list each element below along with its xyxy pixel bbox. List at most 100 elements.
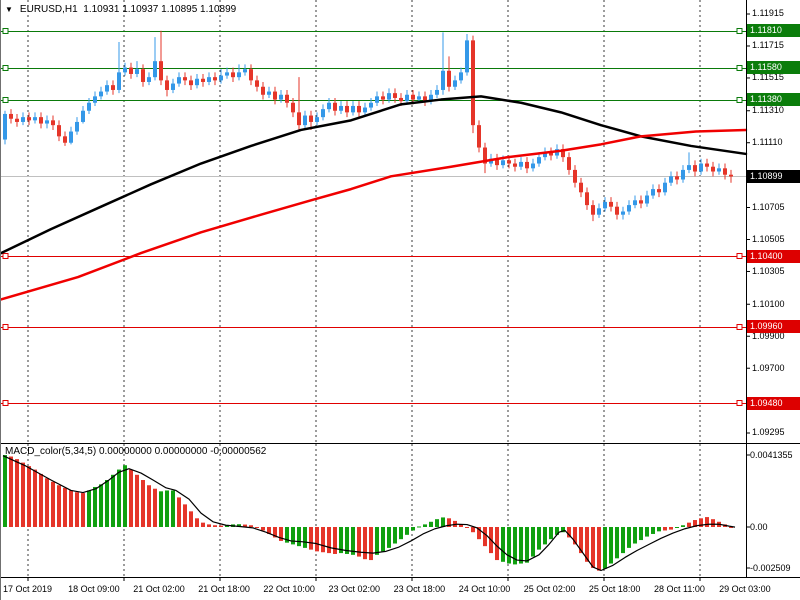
macd-bar: [609, 527, 613, 564]
candle-body: [351, 105, 355, 113]
candle-body: [411, 94, 415, 100]
macd-bar: [399, 527, 403, 540]
macd-bar: [105, 480, 109, 527]
time-axis-label: 23 Oct 18:00: [393, 584, 446, 594]
resistance-line-2-handle[interactable]: [736, 97, 743, 103]
candle-body: [585, 192, 589, 206]
candle-body: [267, 91, 271, 95]
macd-bar: [441, 517, 445, 527]
support-line-1-handle[interactable]: [736, 324, 743, 330]
candle-body: [105, 85, 109, 92]
macd-bar: [429, 521, 433, 527]
symbol-name: EURUSD,H1: [19, 4, 78, 15]
price-tick-label: 1.10705: [752, 202, 785, 212]
candle-body: [375, 96, 379, 103]
symbol-dropdown-icon[interactable]: ▼: [5, 5, 13, 14]
resistance-line-1-handle[interactable]: [2, 65, 9, 71]
candle-body: [549, 152, 553, 156]
time-axis[interactable]: [1, 578, 800, 600]
candle-body: [75, 121, 79, 132]
macd-bar: [51, 481, 55, 527]
macd-bar: [207, 524, 211, 527]
macd-bar: [219, 525, 223, 527]
resistance-line-2-handle[interactable]: [2, 97, 9, 103]
candle-body: [111, 85, 115, 90]
candle-body: [3, 113, 7, 140]
macd-bar: [573, 527, 577, 545]
candle-body: [579, 182, 583, 193]
macd-bar: [129, 469, 133, 527]
price-tick-label: 1.10305: [752, 265, 785, 276]
candle-body: [69, 131, 73, 143]
candle-body: [723, 168, 727, 175]
macd-bar: [321, 527, 325, 553]
support-price-tag: 1.09480: [747, 396, 800, 410]
macd-bar: [189, 511, 193, 527]
macd-bar: [405, 527, 409, 535]
resistance-line-0-handle[interactable]: [736, 28, 743, 34]
candle-body: [705, 163, 709, 167]
support-line-2-handle[interactable]: [2, 400, 9, 406]
symbol-ohlc-bar: ▼ EURUSD,H1 1.10931 1.10937 1.10895 1.108…: [5, 4, 236, 16]
ma-slow-line: [1, 95, 748, 255]
macd-bar: [501, 527, 505, 562]
candle-body: [699, 163, 703, 172]
macd-indicator-label: MACD_color(5,34,5) 0.00000000 0.00000000…: [5, 446, 266, 457]
macd-bar: [729, 527, 733, 528]
macd-bar: [705, 517, 709, 527]
macd-bar: [627, 527, 631, 548]
macd-bar: [225, 524, 229, 527]
macd-bar: [495, 527, 499, 561]
macd-bar: [147, 485, 151, 527]
macd-bar: [183, 504, 187, 527]
macd-bar: [345, 527, 349, 554]
candle-body: [273, 91, 277, 100]
macd-bar: [699, 518, 703, 527]
support-line-0-handle[interactable]: [2, 253, 9, 259]
support-line-1-handle[interactable]: [2, 324, 9, 330]
price-axis[interactable]: [747, 0, 800, 577]
macd-bar: [435, 519, 439, 527]
macd-bar: [81, 493, 85, 527]
macd-bar: [615, 527, 619, 559]
candle-body: [225, 72, 229, 76]
resistance-line-0-handle[interactable]: [2, 28, 9, 34]
ma-fast-line: [1, 128, 748, 301]
candle-body: [327, 102, 331, 110]
candle-body: [171, 83, 175, 90]
candle-body: [345, 105, 349, 113]
candle-body: [51, 120, 55, 126]
candle-body: [561, 149, 565, 158]
macd-bar: [297, 527, 301, 547]
macd-bar: [669, 527, 673, 530]
candle-body: [231, 72, 235, 78]
macd-bar: [15, 459, 19, 527]
candle-body: [129, 67, 133, 74]
macd-bar: [381, 527, 385, 552]
macd-bar: [33, 469, 37, 527]
macd-bar: [87, 490, 91, 527]
candle-body: [333, 102, 337, 111]
candle-body: [591, 205, 595, 215]
macd-bar: [507, 527, 511, 564]
candle-body: [615, 206, 619, 215]
macd-bar: [135, 474, 139, 527]
candle-body: [645, 195, 649, 204]
price-tick-label: 1.10100: [752, 298, 785, 309]
price-tick-label: 1.10505: [752, 233, 785, 244]
macd-bar: [525, 527, 529, 563]
macd-bar: [663, 527, 667, 531]
time-axis-label: 21 Oct 02:00: [133, 584, 185, 594]
candle-body: [423, 96, 427, 102]
macd-bar: [549, 527, 553, 540]
resistance-line-1-handle[interactable]: [736, 65, 743, 71]
candle-body: [147, 77, 151, 82]
support-line-0-handle[interactable]: [736, 253, 743, 259]
support-line-2-handle[interactable]: [736, 400, 743, 406]
candle-body: [57, 125, 61, 137]
candle-body: [261, 86, 265, 95]
candle-body: [189, 80, 193, 86]
macd-scale-label: 0.0041355: [750, 449, 793, 460]
candle-body: [369, 102, 373, 108]
